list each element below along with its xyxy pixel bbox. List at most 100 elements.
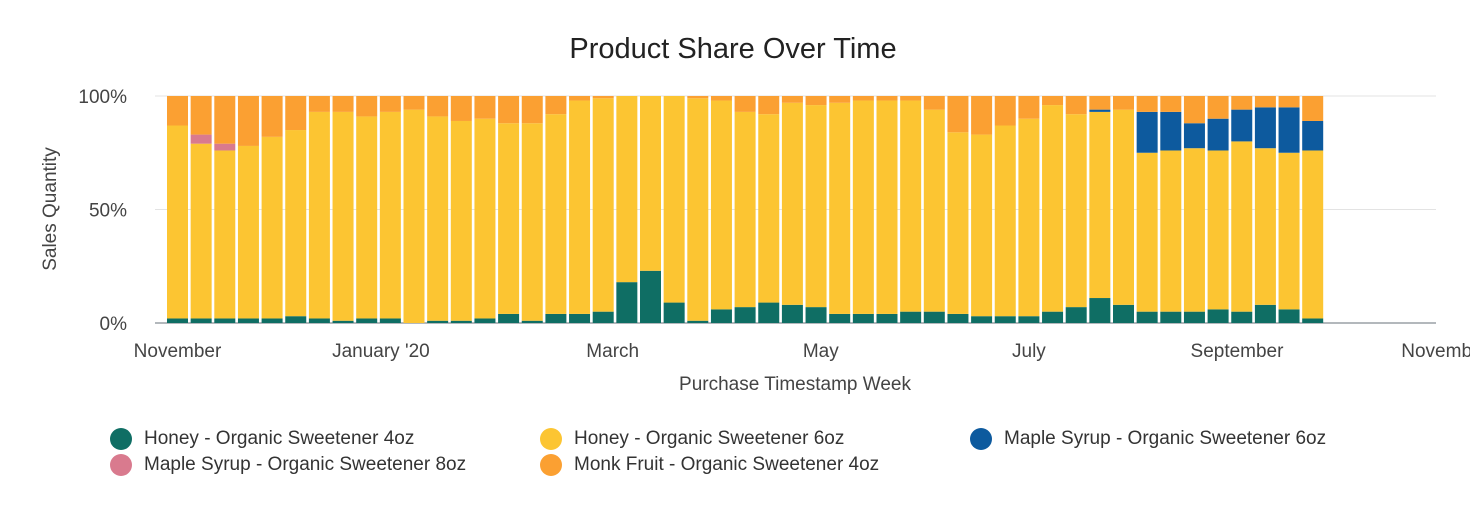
bar-segment[interactable]	[1254, 148, 1276, 305]
bar-segment[interactable]	[379, 111, 401, 319]
bar-segment[interactable]	[616, 282, 638, 323]
bar-segment[interactable]	[1302, 120, 1324, 151]
bar-segment[interactable]	[214, 96, 236, 144]
bar-segment[interactable]	[190, 143, 212, 319]
bar-segment[interactable]	[829, 313, 851, 323]
bar-segment[interactable]	[1089, 96, 1111, 110]
bar-segment[interactable]	[427, 116, 449, 321]
bar-segment[interactable]	[214, 318, 236, 323]
bar-segment[interactable]	[876, 96, 898, 101]
bar-segment[interactable]	[781, 102, 803, 305]
bar-segment[interactable]	[710, 100, 732, 310]
legend-item[interactable]: Maple Syrup - Organic Sweetener 8oz	[110, 454, 466, 476]
bar-segment[interactable]	[474, 96, 496, 119]
bar-segment[interactable]	[805, 105, 827, 308]
bar-segment[interactable]	[1018, 316, 1040, 323]
bar-segment[interactable]	[852, 100, 874, 314]
bar-segment[interactable]	[1136, 311, 1158, 323]
bar-segment[interactable]	[285, 130, 307, 317]
bar-segment[interactable]	[569, 96, 591, 101]
bar-segment[interactable]	[1042, 311, 1064, 323]
bar-segment[interactable]	[1231, 141, 1253, 312]
bar-segment[interactable]	[285, 96, 307, 131]
bar-segment[interactable]	[805, 307, 827, 323]
bar-segment[interactable]	[450, 120, 472, 321]
bar-segment[interactable]	[1160, 96, 1182, 112]
bar-segment[interactable]	[521, 123, 543, 321]
bar-segment[interactable]	[1183, 96, 1205, 124]
bar-segment[interactable]	[640, 270, 661, 323]
bar-segment[interactable]	[1136, 152, 1158, 312]
bar-segment[interactable]	[1254, 107, 1276, 149]
bar-segment[interactable]	[994, 96, 1016, 126]
bar-segment[interactable]	[852, 96, 874, 101]
bar-segment[interactable]	[734, 307, 756, 323]
bar-segment[interactable]	[332, 320, 354, 323]
bar-segment[interactable]	[923, 109, 945, 312]
bar-segment[interactable]	[1089, 109, 1111, 112]
bar-segment[interactable]	[1042, 105, 1064, 312]
bar-segment[interactable]	[1278, 152, 1300, 310]
bar-segment[interactable]	[285, 316, 307, 323]
bar-segment[interactable]	[356, 318, 378, 323]
bar-segment[interactable]	[1278, 96, 1300, 108]
bar-segment[interactable]	[1113, 304, 1134, 323]
bar-segment[interactable]	[1302, 96, 1324, 121]
bar-segment[interactable]	[498, 313, 520, 323]
bar-segment[interactable]	[237, 318, 259, 323]
bar-segment[interactable]	[1136, 111, 1158, 153]
bar-segment[interactable]	[1160, 150, 1182, 312]
bar-segment[interactable]	[308, 96, 330, 112]
bar-segment[interactable]	[521, 96, 543, 124]
bar-segment[interactable]	[237, 145, 259, 319]
bar-segment[interactable]	[734, 96, 756, 112]
bar-segment[interactable]	[947, 313, 969, 323]
bar-segment[interactable]	[308, 111, 330, 319]
bar-segment[interactable]	[710, 96, 732, 101]
bar-segment[interactable]	[545, 313, 567, 323]
bar-segment[interactable]	[663, 302, 685, 323]
bar-segment[interactable]	[1231, 311, 1253, 323]
bar-segment[interactable]	[1089, 111, 1111, 299]
bar-segment[interactable]	[1207, 118, 1229, 151]
bar-segment[interactable]	[1254, 304, 1276, 323]
bar-segment[interactable]	[900, 100, 922, 312]
bar-segment[interactable]	[947, 96, 969, 133]
bar-segment[interactable]	[640, 96, 661, 271]
legend-item[interactable]: Monk Fruit - Organic Sweetener 4oz	[540, 454, 879, 476]
bar-segment[interactable]	[1278, 309, 1300, 323]
bar-segment[interactable]	[994, 316, 1016, 323]
bar-segment[interactable]	[1065, 96, 1087, 115]
bar-segment[interactable]	[1183, 311, 1205, 323]
bar-segment[interactable]	[450, 96, 472, 121]
bar-segment[interactable]	[498, 123, 520, 314]
bar-segment[interactable]	[1254, 96, 1276, 108]
bar-segment[interactable]	[1113, 96, 1134, 110]
bar-segment[interactable]	[805, 96, 827, 106]
bar-segment[interactable]	[214, 143, 236, 151]
bar-segment[interactable]	[450, 320, 472, 323]
bar-segment[interactable]	[592, 98, 614, 312]
legend-item[interactable]: Honey - Organic Sweetener 6oz	[540, 428, 844, 450]
bar-segment[interactable]	[545, 96, 567, 115]
bar-segment[interactable]	[1018, 96, 1040, 119]
bar-segment[interactable]	[214, 150, 236, 319]
bar-segment[interactable]	[758, 96, 780, 115]
bar-segment[interactable]	[190, 134, 212, 144]
legend-item[interactable]: Honey - Organic Sweetener 4oz	[110, 428, 414, 450]
bar-segment[interactable]	[1231, 109, 1253, 142]
bar-segment[interactable]	[332, 96, 354, 112]
bar-segment[interactable]	[1089, 298, 1111, 323]
bar-segment[interactable]	[687, 96, 709, 99]
bar-segment[interactable]	[427, 320, 449, 323]
bar-segment[interactable]	[332, 111, 354, 321]
bar-segment[interactable]	[261, 136, 283, 319]
bar-segment[interactable]	[994, 125, 1016, 317]
bar-segment[interactable]	[1160, 311, 1182, 323]
bar-segment[interactable]	[167, 96, 188, 126]
bar-segment[interactable]	[427, 96, 449, 117]
bar-segment[interactable]	[923, 311, 945, 323]
bar-segment[interactable]	[403, 109, 425, 324]
bar-segment[interactable]	[900, 311, 922, 323]
bar-segment[interactable]	[592, 311, 614, 323]
